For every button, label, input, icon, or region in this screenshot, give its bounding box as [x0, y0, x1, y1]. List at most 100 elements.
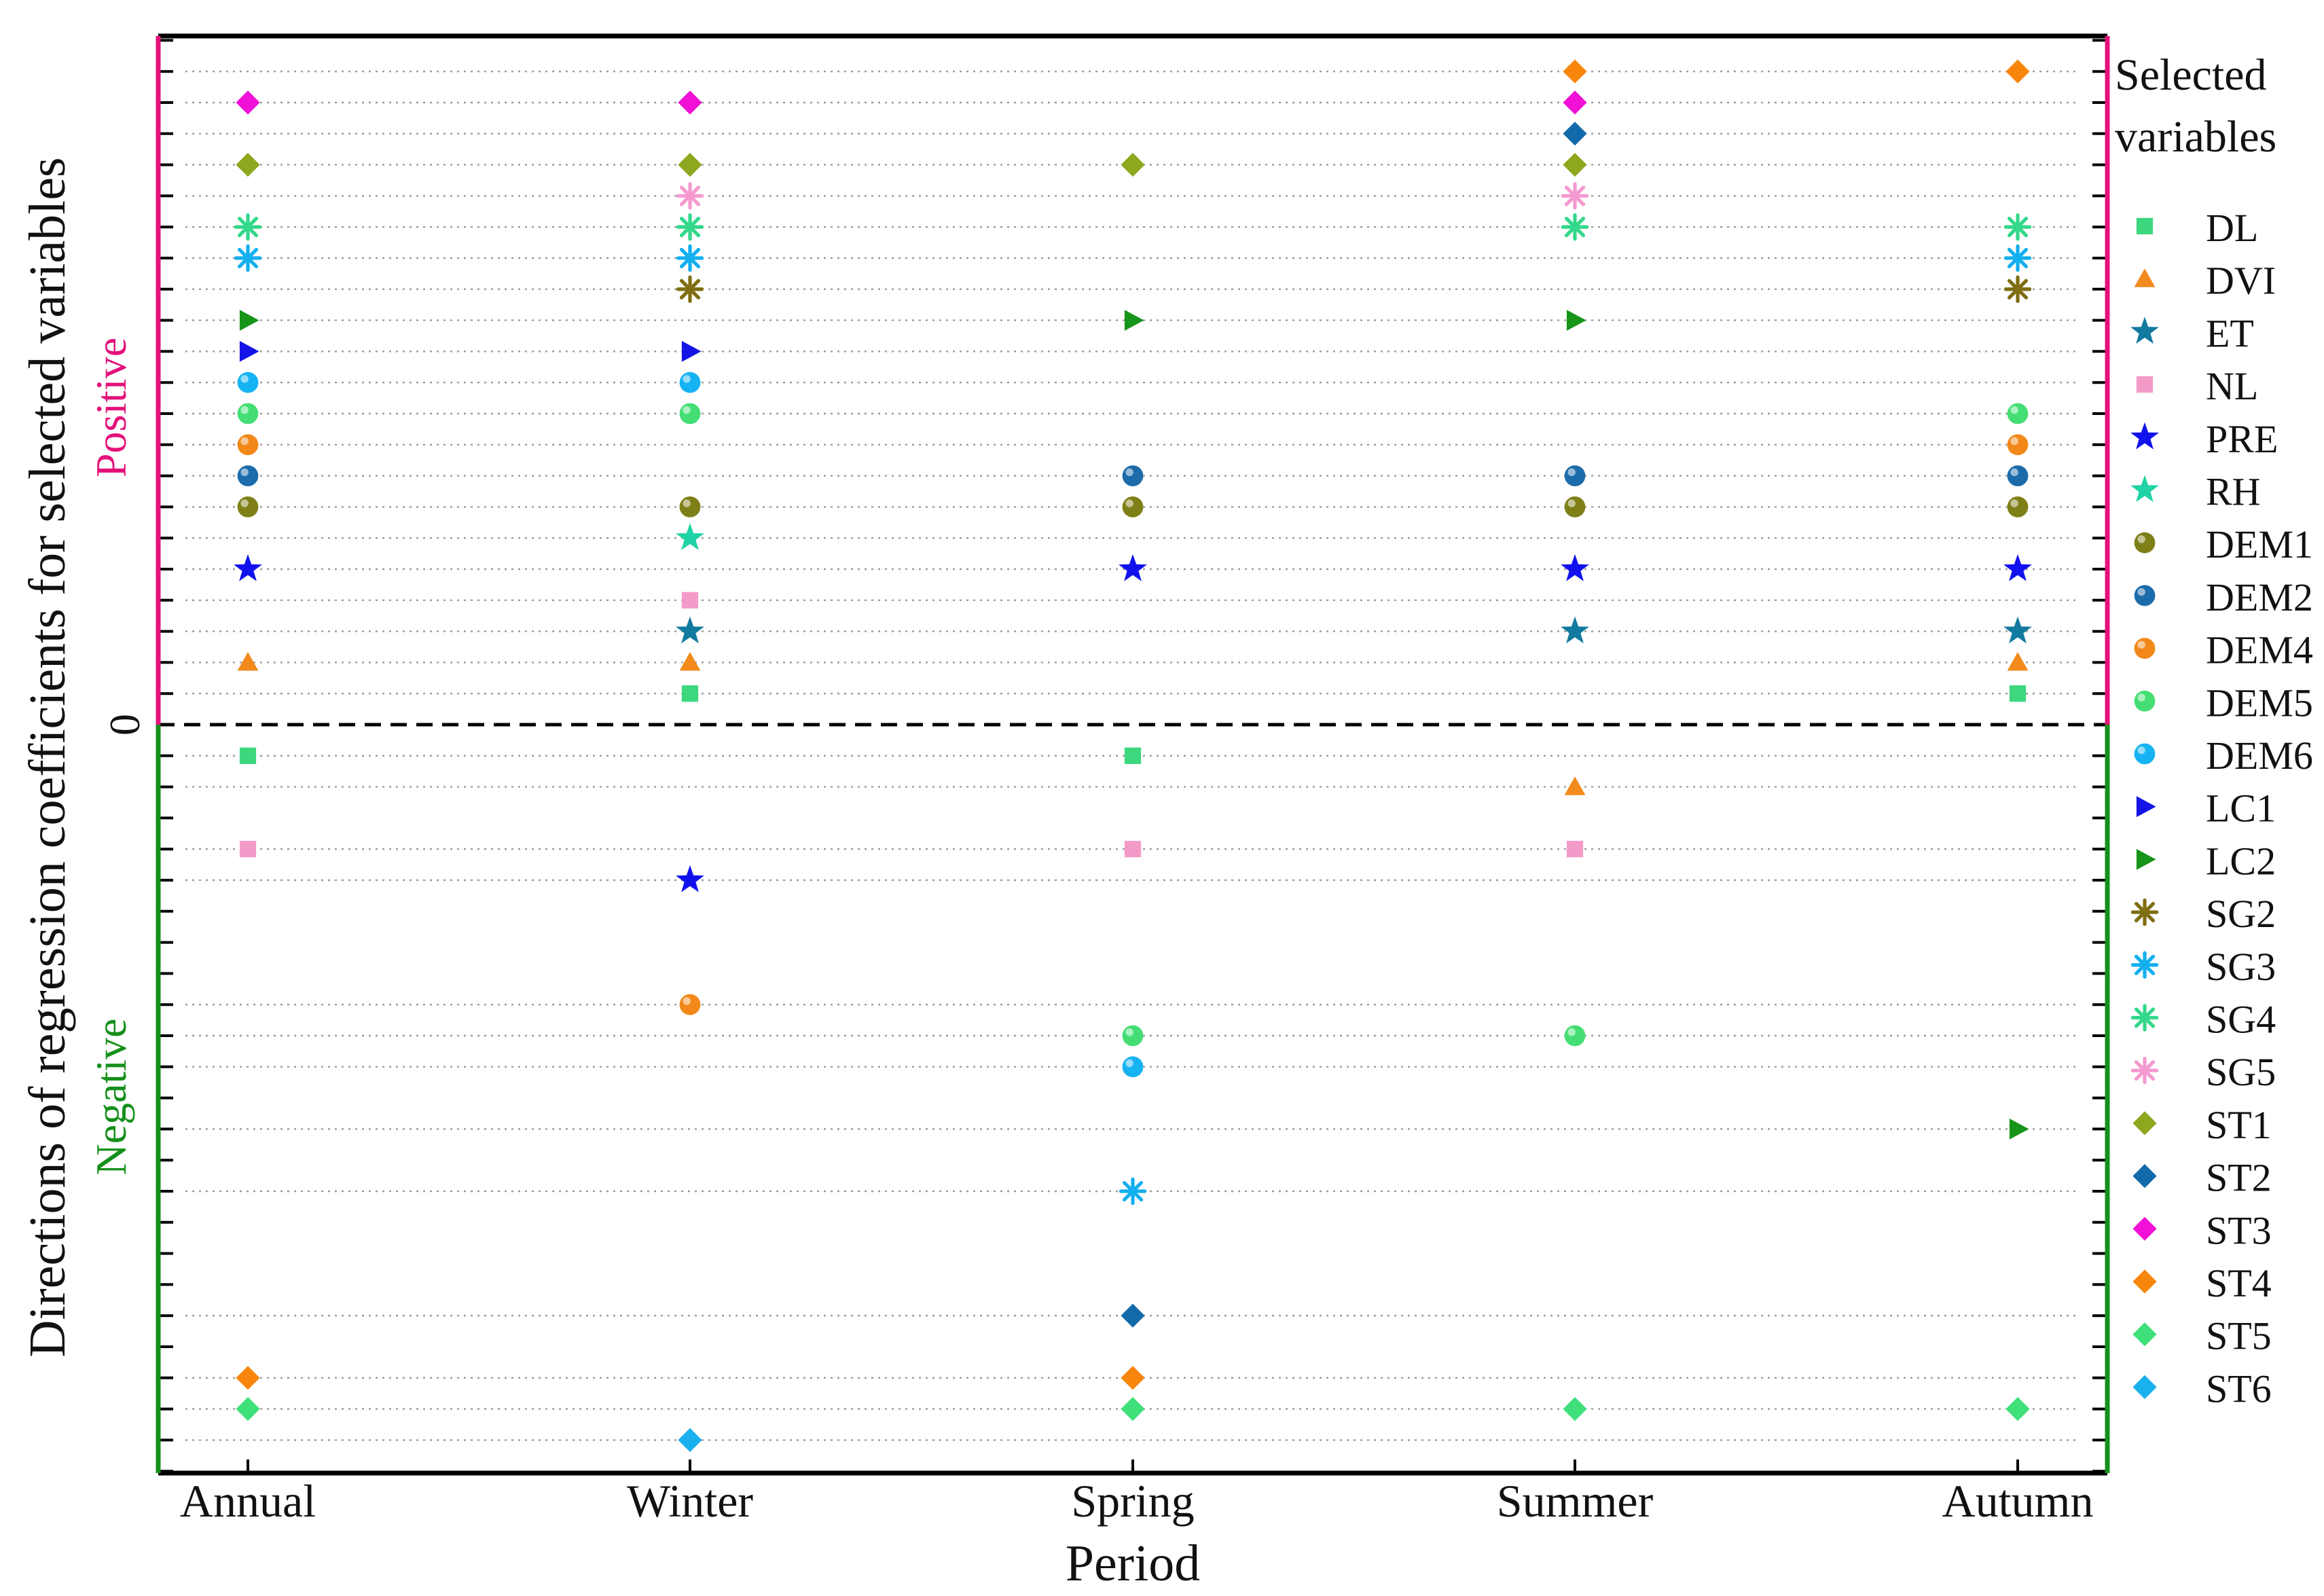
x-axis-title: Period: [1066, 1535, 1200, 1592]
legend-marker-sg5: [2130, 1056, 2159, 1085]
legend-label-et: ET: [2206, 311, 2254, 355]
legend-marker-dl: [2136, 217, 2154, 235]
point-sg5-summer: [1561, 182, 1589, 210]
point-dem5-annual: [237, 403, 259, 424]
legend-marker-st3: [2132, 1216, 2157, 1241]
legend-marker-st2: [2132, 1164, 2157, 1189]
point-st6-winter: [678, 1428, 702, 1452]
point-pre-summer: [1561, 554, 1589, 581]
legend-marker-st4: [2132, 1269, 2157, 1294]
point-dem1-annual: [237, 496, 259, 518]
point-dem2-autumn: [2007, 465, 2029, 486]
point-st4-annual: [236, 1366, 260, 1390]
point-st3-summer: [1563, 90, 1587, 115]
legend-label-dem1: DEM1: [2206, 522, 2313, 566]
tick-layer: [158, 39, 2107, 1473]
point-dem1-summer: [1564, 496, 1586, 518]
legend-label-dl: DL: [2206, 206, 2258, 250]
legend-marker-st6: [2132, 1375, 2157, 1399]
point-st4-spring: [1121, 1366, 1145, 1390]
point-sg4-autumn: [2003, 213, 2032, 241]
legend-label-dvi: DVI: [2206, 259, 2276, 303]
point-dem4-autumn: [2007, 434, 2029, 456]
legend-label-nl: NL: [2206, 364, 2258, 408]
point-dem6-annual: [237, 371, 259, 393]
legend-label-dem4: DEM4: [2206, 628, 2313, 672]
point-nl-spring: [1124, 841, 1142, 858]
point-lc1-annual: [239, 341, 259, 362]
legend: Selected variables DL DVI ET NL PRE RH DEM1 DEM…: [2115, 50, 2313, 1411]
point-st5-annual: [236, 1397, 260, 1421]
x-tick-label: Winter: [627, 1475, 753, 1527]
legend-marker-dem4: [2134, 638, 2156, 659]
point-sg3-annual: [234, 244, 262, 272]
point-sg2-winter: [676, 275, 704, 304]
legend-title: Selected: [2115, 50, 2267, 100]
point-pre-annual: [234, 554, 262, 581]
point-lc2-autumn: [2009, 1119, 2029, 1140]
point-lc2-summer: [1566, 310, 1586, 331]
legend-marker-et: [2130, 316, 2159, 344]
legend-label-sg2: SG2: [2206, 892, 2276, 936]
point-dem2-annual: [237, 465, 259, 486]
point-dvi-winter: [679, 652, 701, 671]
point-st4-summer: [1563, 59, 1587, 84]
legend-label-dem5: DEM5: [2206, 681, 2313, 725]
legend-marker-nl: [2136, 376, 2154, 393]
point-sg3-spring: [1119, 1177, 1147, 1205]
legend-marker-sg2: [2130, 898, 2159, 926]
point-et-autumn: [2003, 616, 2032, 644]
x-tick-label: Annual: [180, 1475, 316, 1527]
legend-marker-dem5: [2134, 690, 2156, 712]
point-st2-spring: [1121, 1303, 1145, 1328]
x-tick-labels: Annual Winter Spring Summer Autumn: [180, 1475, 2094, 1527]
legend-marker-dem6: [2134, 743, 2156, 765]
point-lc2-annual: [239, 310, 259, 331]
positive-label: Positive: [87, 338, 135, 477]
point-dl-winter: [681, 685, 699, 702]
point-dem5-summer: [1564, 1025, 1586, 1047]
marks-layer: [234, 59, 2032, 1452]
point-dem1-autumn: [2007, 496, 2029, 518]
legend-marker-lc2: [2136, 849, 2156, 870]
point-dem5-autumn: [2007, 403, 2029, 424]
point-st5-spring: [1121, 1397, 1145, 1421]
legend-label-st3: ST3: [2206, 1208, 2272, 1252]
negative-label: Negative: [87, 1019, 135, 1176]
point-dl-spring: [1124, 747, 1142, 764]
legend-marker-pre: [2130, 422, 2159, 450]
y-axis-title: Directions of regression coefficients fo…: [19, 158, 76, 1358]
point-sg3-autumn: [2003, 244, 2032, 272]
legend-label-st4: ST4: [2206, 1261, 2272, 1305]
point-dem1-spring: [1122, 496, 1144, 518]
point-lc1-winter: [681, 341, 702, 362]
point-st1-annual: [236, 153, 260, 177]
point-dem5-spring: [1122, 1025, 1144, 1047]
legend-marker-dem1: [2134, 532, 2156, 554]
point-st3-winter: [678, 90, 702, 115]
point-nl-summer: [1566, 841, 1584, 858]
legend-label-st1: ST1: [2206, 1103, 2272, 1147]
x-tick-label: Autumn: [1942, 1475, 2094, 1527]
legend-marker-st1: [2132, 1111, 2157, 1136]
legend-title: variables: [2115, 112, 2276, 162]
legend-label-sg4: SG4: [2206, 998, 2276, 1042]
point-dem2-spring: [1122, 465, 1144, 486]
legend-label-pre: PRE: [2206, 417, 2278, 461]
point-pre-winter: [676, 865, 704, 892]
point-et-summer: [1561, 616, 1589, 644]
point-st2-summer: [1563, 122, 1587, 146]
point-lc2-spring: [1124, 310, 1144, 331]
point-st5-summer: [1563, 1397, 1587, 1421]
legend-label-dem2: DEM2: [2206, 575, 2313, 619]
point-st4-autumn: [2005, 59, 2030, 84]
point-dvi-summer: [1564, 776, 1586, 795]
point-sg4-summer: [1561, 213, 1589, 241]
point-dem2-summer: [1564, 465, 1586, 486]
point-dem6-winter: [679, 371, 701, 393]
point-dl-autumn: [2009, 685, 2027, 702]
legend-label-lc1: LC1: [2206, 786, 2276, 831]
point-sg2-autumn: [2003, 275, 2032, 304]
point-st1-winter: [678, 153, 702, 177]
